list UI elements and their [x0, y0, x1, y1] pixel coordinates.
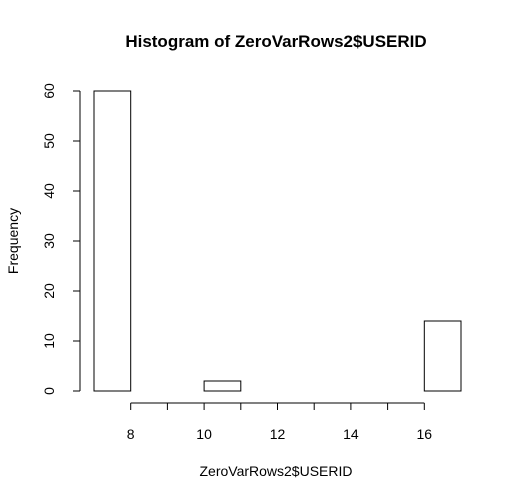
x-tick-label: 14 — [343, 426, 359, 442]
histogram-bar — [203, 380, 242, 392]
y-axis-label: Frequency — [5, 208, 21, 274]
x-tick-label: 12 — [270, 426, 286, 442]
y-axis: 0 10 20 30 40 50 60 — [41, 83, 81, 395]
y-tick-label: 50 — [41, 133, 57, 149]
histogram-bar — [423, 320, 462, 392]
y-tick-label: 60 — [41, 83, 57, 99]
bars-group — [93, 90, 462, 392]
chart-title: Histogram of ZeroVarRows2$USERID — [125, 32, 426, 51]
x-tick-label: 16 — [417, 426, 433, 442]
x-tick-label: 10 — [196, 426, 212, 442]
y-tick-label: 30 — [41, 233, 57, 249]
y-tick-label: 10 — [41, 333, 57, 349]
x-axis-label: ZeroVarRows2$USERID — [199, 463, 352, 479]
x-tick-label: 8 — [127, 426, 135, 442]
y-tick-label: 20 — [41, 283, 57, 299]
x-axis: 8 10 12 14 16 — [127, 402, 433, 442]
histogram-bar — [93, 90, 132, 392]
y-tick-label: 0 — [41, 387, 57, 395]
y-tick-label: 40 — [41, 183, 57, 199]
